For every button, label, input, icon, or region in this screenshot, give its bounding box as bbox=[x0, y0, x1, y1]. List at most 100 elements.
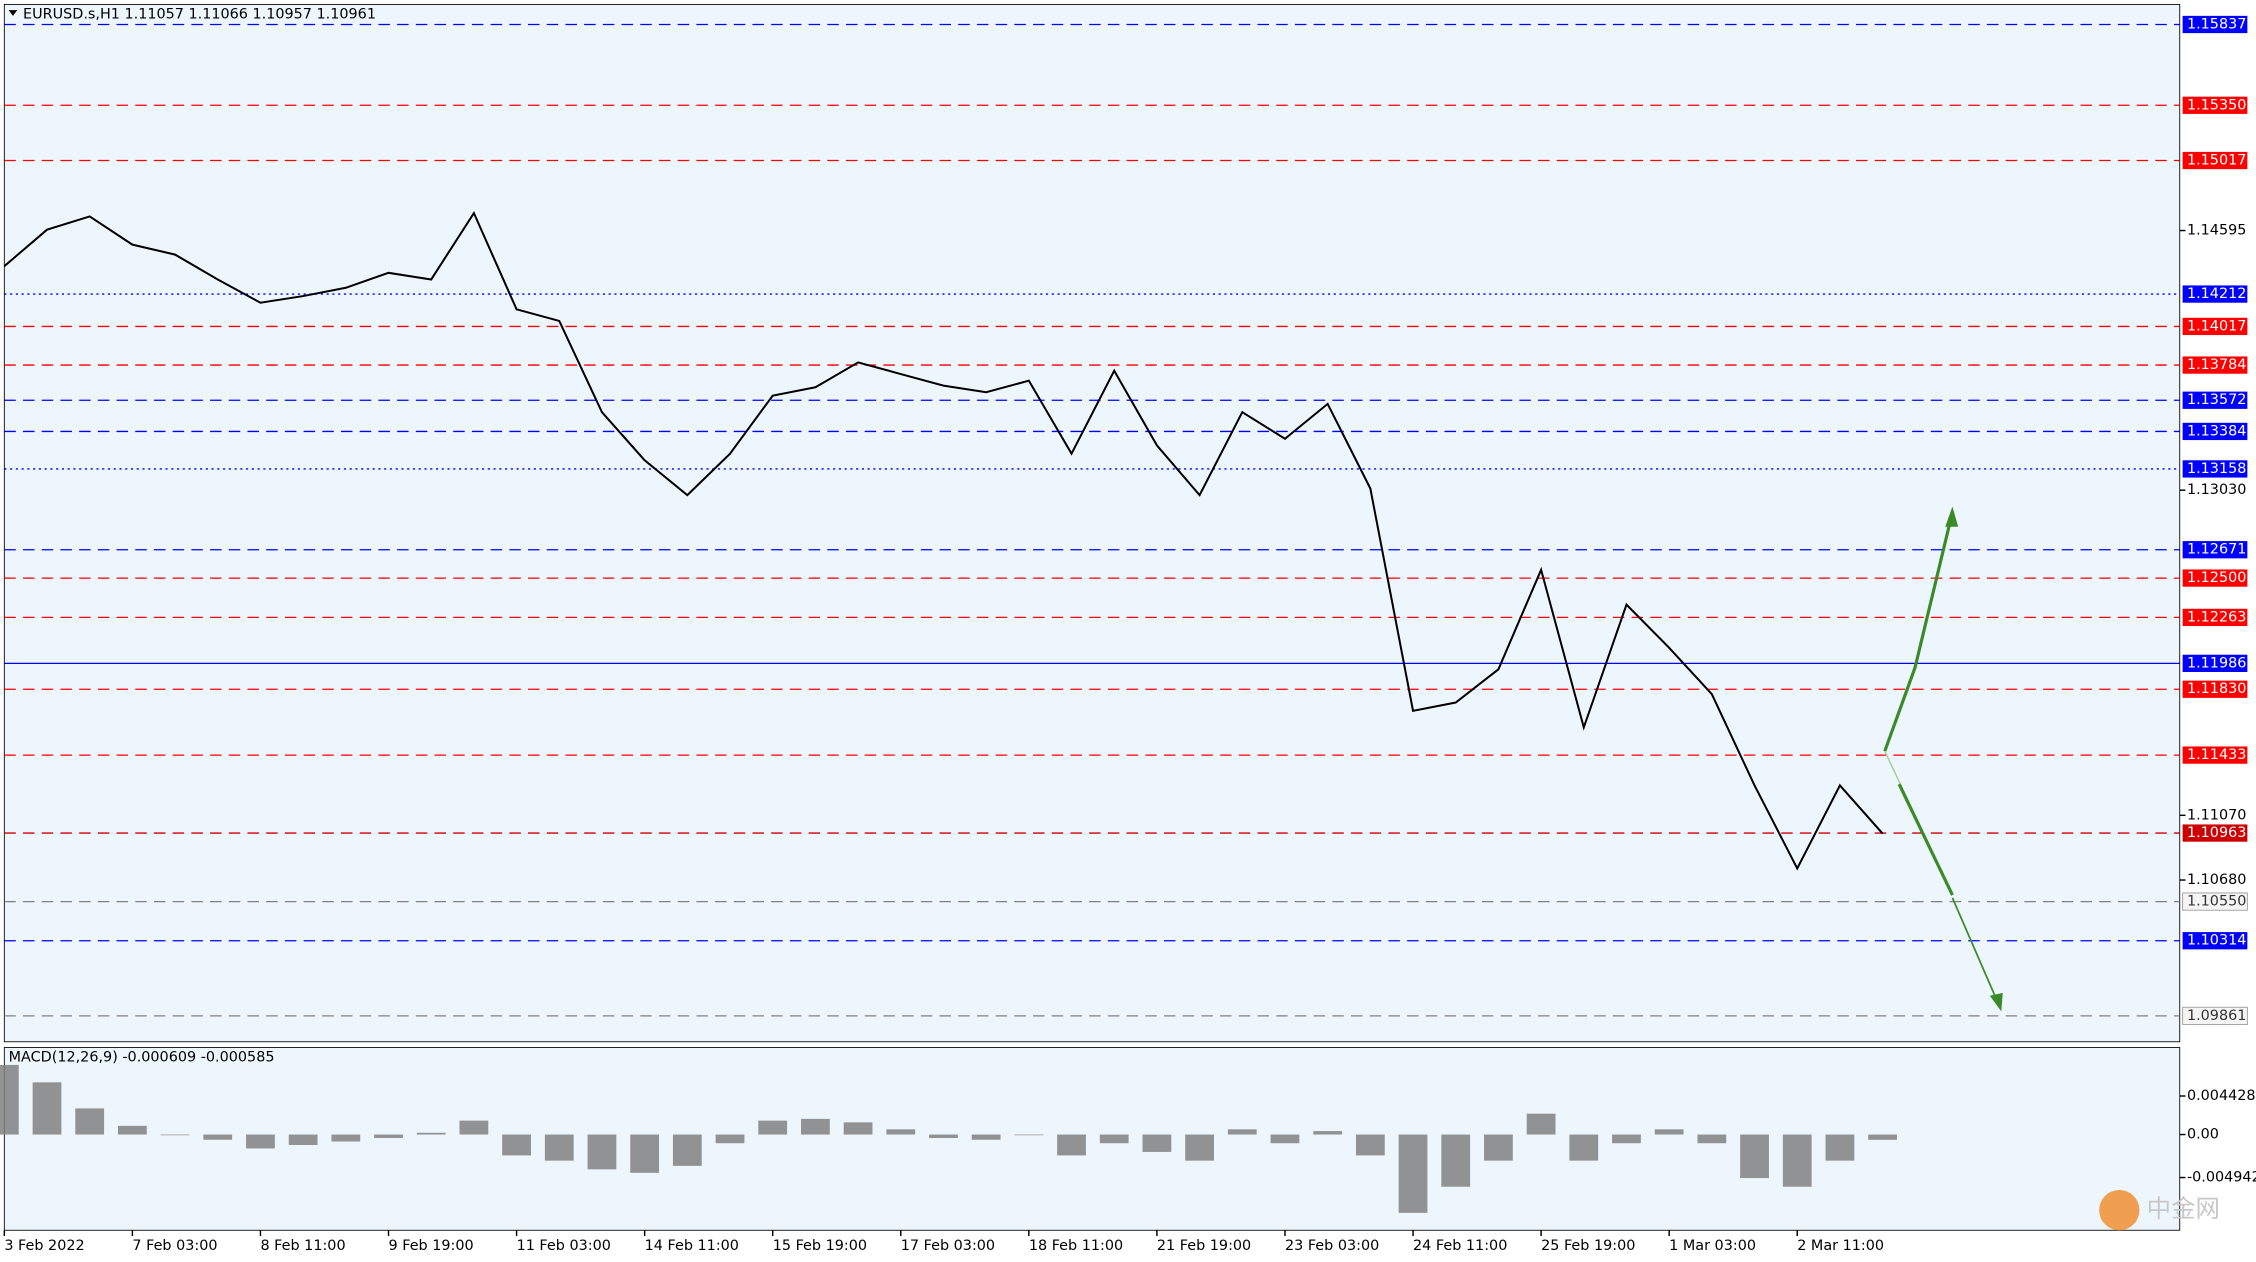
x-tick-label: 17 Feb 03:00 bbox=[901, 1238, 995, 1254]
macd-bar bbox=[1355, 1134, 1385, 1156]
macd-bar bbox=[1612, 1134, 1641, 1144]
level-label-box bbox=[2182, 541, 2248, 559]
macd-bar bbox=[715, 1134, 745, 1144]
x-tick-label: 9 Feb 19:00 bbox=[389, 1238, 474, 1254]
x-tick-label: 7 Feb 03:00 bbox=[132, 1238, 217, 1254]
macd-bar bbox=[1697, 1134, 1727, 1144]
x-tick-label: 11 Feb 03:00 bbox=[517, 1238, 611, 1254]
macd-bar bbox=[1654, 1129, 1684, 1135]
level-label-box bbox=[2182, 569, 2248, 587]
level-label-box bbox=[2182, 892, 2248, 911]
plot bbox=[0, 210, 1897, 1213]
level-label: 1.10550 bbox=[2187, 894, 2246, 910]
x-tick-label: 2 Mar 11:00 bbox=[1797, 1238, 1884, 1254]
macd-bar bbox=[1526, 1113, 1556, 1135]
x-tick-label: 3 Feb 2022 bbox=[4, 1238, 84, 1254]
level-label: 1.15017 bbox=[2187, 153, 2246, 169]
arrow-down bbox=[1897, 783, 1954, 896]
macd-bar bbox=[1484, 1134, 1513, 1161]
macd-panel bbox=[3, 1047, 2181, 1231]
level-label: 1.12500 bbox=[2187, 570, 2246, 586]
macd-bar bbox=[1782, 1134, 1812, 1187]
level-label: 1.14017 bbox=[2187, 318, 2246, 334]
macd-bar bbox=[630, 1134, 660, 1173]
level-label: 1.11830 bbox=[2187, 681, 2246, 697]
y-tick-label: 1.10680 bbox=[2187, 872, 2246, 888]
macd-bar bbox=[1270, 1134, 1300, 1144]
level-label: 1.13572 bbox=[2187, 392, 2246, 408]
macd-title: MACD(12,26,9) -0.000609 -0.000585 bbox=[9, 1050, 275, 1066]
macd-bar bbox=[1057, 1134, 1086, 1156]
macd-bar bbox=[758, 1120, 788, 1135]
watermark: 中金网 bbox=[2147, 1194, 2220, 1223]
macd-bar bbox=[1441, 1134, 1471, 1187]
macd-bar bbox=[843, 1122, 873, 1135]
price-line bbox=[3, 210, 1884, 871]
arrow-up bbox=[1883, 511, 1954, 752]
level-label: 1.12671 bbox=[2187, 542, 2246, 558]
macd-bar bbox=[1099, 1134, 1129, 1144]
level-label-box bbox=[2182, 680, 2248, 698]
macd-bar bbox=[32, 1082, 62, 1135]
macd-tick-label: 0.004428 bbox=[2187, 1088, 2256, 1104]
x-tick-label: 1 Mar 03:00 bbox=[1669, 1238, 1756, 1254]
menu-triangle[interactable] bbox=[8, 10, 18, 16]
x-tick-label: 24 Feb 11:00 bbox=[1413, 1238, 1507, 1254]
macd-bar bbox=[117, 1125, 147, 1135]
levels bbox=[4, 23, 2180, 1017]
chart-title: EURUSD.s,H1 1.11057 1.11066 1.10957 1.10… bbox=[23, 6, 376, 22]
level-label-box bbox=[2182, 317, 2248, 336]
macd-bar bbox=[1313, 1131, 1343, 1135]
level-label: 1.11433 bbox=[2187, 747, 2246, 763]
macd-bar bbox=[1014, 1134, 1044, 1136]
level-label-box bbox=[2182, 391, 2248, 409]
macd-bar bbox=[203, 1134, 233, 1140]
level-label-box bbox=[2182, 356, 2248, 374]
level-label-box bbox=[2182, 422, 2248, 441]
level-label-box bbox=[2182, 96, 2248, 114]
level-label: 1.13384 bbox=[2187, 423, 2246, 439]
x-tick-label: 14 Feb 11:00 bbox=[645, 1238, 739, 1254]
level-label: 1.13784 bbox=[2187, 357, 2246, 373]
macd-bar bbox=[288, 1134, 318, 1145]
macd-bar bbox=[1569, 1134, 1599, 1161]
macd-bar bbox=[75, 1108, 105, 1135]
macd-bar bbox=[502, 1134, 531, 1156]
level-label: 1.15837 bbox=[2187, 16, 2246, 32]
x-tick-label: 21 Feb 19:00 bbox=[1157, 1238, 1251, 1254]
level-label-box bbox=[2182, 746, 2248, 764]
macd-tick-label: -0.004942 bbox=[2187, 1170, 2256, 1186]
price-panel bbox=[3, 3, 2181, 1043]
arrowhead bbox=[1989, 992, 2003, 1012]
macd-bar bbox=[1398, 1134, 1428, 1213]
macd-tick-label: 0.00 bbox=[2187, 1127, 2219, 1143]
level-label: 1.09861 bbox=[2187, 1008, 2246, 1024]
level-label-box bbox=[2182, 654, 2248, 672]
level-label: 1.11986 bbox=[2187, 655, 2246, 671]
forecast-arrows bbox=[1883, 506, 2003, 1012]
macd-bar bbox=[1825, 1134, 1855, 1161]
x-tick-label: 8 Feb 11:00 bbox=[260, 1238, 345, 1254]
y-tick-label: 1.13030 bbox=[2187, 482, 2246, 498]
macd-bar bbox=[544, 1134, 574, 1161]
level-label-box bbox=[2182, 608, 2248, 627]
x-tick-label: 15 Feb 19:00 bbox=[773, 1238, 867, 1254]
macd-bar bbox=[0, 1064, 19, 1135]
macd-bar bbox=[374, 1134, 403, 1139]
arrow-down-2 bbox=[1951, 897, 2001, 1008]
macd-bar bbox=[1185, 1134, 1214, 1161]
level-label: 1.10314 bbox=[2187, 933, 2246, 949]
macd-bar bbox=[587, 1134, 617, 1170]
macd-bar bbox=[886, 1129, 916, 1135]
macd-bar bbox=[801, 1118, 830, 1135]
macd-bar bbox=[929, 1134, 958, 1139]
y-tick-label: 1.14595 bbox=[2187, 223, 2246, 239]
macd-bar bbox=[331, 1134, 361, 1142]
macd-bar bbox=[672, 1134, 702, 1166]
level-label: 1.13158 bbox=[2187, 461, 2246, 477]
level-label-box bbox=[2182, 285, 2248, 303]
level-label-box bbox=[2182, 151, 2248, 170]
level-label-box bbox=[2182, 1006, 2248, 1025]
